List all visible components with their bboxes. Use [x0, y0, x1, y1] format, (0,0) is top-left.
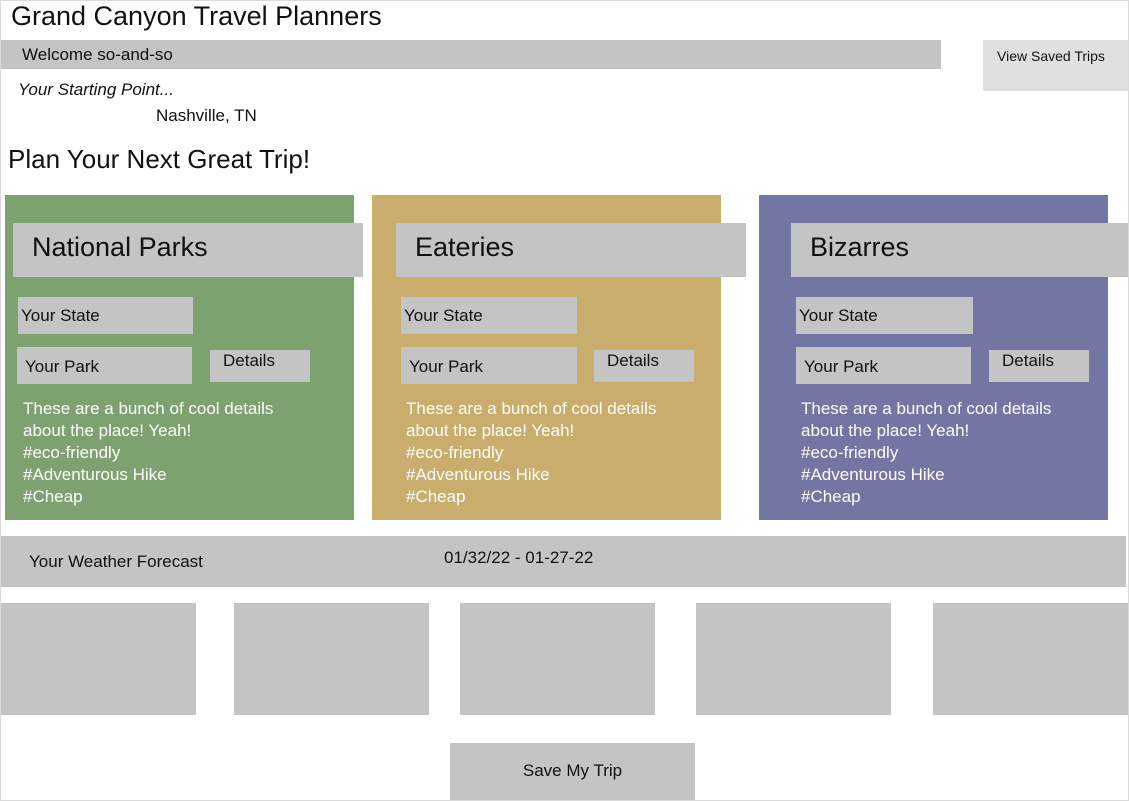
weather-date-range: 01/32/22 - 01-27-22 [444, 548, 594, 567]
bizarres-card: Bizarres Your State Your Park Details Th… [759, 195, 1128, 520]
park-field[interactable]: Your Park [796, 347, 971, 384]
welcome-text: Welcome so-and-so [22, 45, 173, 64]
eateries-card: Eateries Your State Your Park Details Th… [372, 195, 746, 520]
state-field[interactable]: Your State [796, 297, 973, 334]
tag: #Adventurous Hike [801, 465, 945, 484]
weather-forecast-bar: Your Weather Forecast 01/32/22 - 01-27-2… [1, 536, 1126, 587]
description-line: These are a bunch of cool details [801, 399, 1052, 418]
state-field-placeholder: Your State [21, 306, 100, 325]
tag: #eco-friendly [406, 443, 504, 462]
tag: #Adventurous Hike [406, 465, 550, 484]
description-line: about the place! Yeah! [23, 421, 192, 440]
state-field-placeholder: Your State [799, 306, 878, 325]
card-header: National Parks [13, 223, 363, 277]
tag: #Adventurous Hike [23, 465, 167, 484]
plan-heading: Plan Your Next Great Trip! [8, 144, 311, 174]
card-description: These are a bunch of cool details about … [801, 398, 1051, 508]
state-field[interactable]: Your State [18, 297, 193, 334]
details-button[interactable]: Details [989, 350, 1089, 382]
details-button[interactable]: Details [594, 350, 694, 382]
card-header: Eateries [396, 223, 746, 277]
description-line: about the place! Yeah! [801, 421, 970, 440]
app-title: Grand Canyon Travel Planners [11, 1, 382, 31]
forecast-day-placeholder [1, 603, 196, 715]
forecast-day-placeholder [933, 603, 1128, 715]
forecast-day-placeholder [234, 603, 429, 715]
tag: #Cheap [801, 487, 861, 506]
view-saved-trips-label: View Saved Trips [997, 48, 1105, 64]
card-description: These are a bunch of cool details about … [23, 398, 273, 508]
forecast-day-placeholder [696, 603, 891, 715]
state-field-placeholder: Your State [404, 306, 483, 325]
description-line: These are a bunch of cool details [406, 399, 657, 418]
card-title: Bizarres [810, 232, 910, 262]
card-description: These are a bunch of cool details about … [406, 398, 656, 508]
starting-point-label: Your Starting Point... [18, 80, 174, 99]
park-field[interactable]: Your Park [401, 347, 577, 384]
national-parks-card: National Parks Your State Your Park Deta… [5, 195, 363, 520]
forecast-day-placeholder [460, 603, 655, 715]
tag: #Cheap [406, 487, 466, 506]
save-my-trip-button[interactable]: Save My Trip [450, 743, 695, 800]
tag: #Cheap [23, 487, 83, 506]
details-button-label: Details [1002, 351, 1054, 370]
card-header: Bizarres [791, 223, 1128, 277]
details-button-label: Details [607, 351, 659, 370]
state-field[interactable]: Your State [401, 297, 577, 334]
card-title: National Parks [32, 232, 208, 262]
details-button[interactable]: Details [210, 350, 310, 382]
details-button-label: Details [223, 351, 275, 370]
park-field-placeholder: Your Park [25, 357, 100, 376]
park-field[interactable]: Your Park [17, 347, 192, 384]
weather-forecast-label: Your Weather Forecast [29, 552, 203, 571]
welcome-bar: Welcome so-and-so [1, 40, 941, 69]
park-field-placeholder: Your Park [804, 357, 879, 376]
description-line: These are a bunch of cool details [23, 399, 274, 418]
description-line: about the place! Yeah! [406, 421, 575, 440]
starting-point-value: Nashville, TN [156, 106, 257, 125]
card-title: Eateries [415, 232, 515, 262]
save-my-trip-label: Save My Trip [522, 761, 623, 780]
park-field-placeholder: Your Park [409, 357, 484, 376]
view-saved-trips-button[interactable]: View Saved Trips [983, 40, 1128, 91]
tag: #eco-friendly [801, 443, 899, 462]
tag: #eco-friendly [23, 443, 121, 462]
